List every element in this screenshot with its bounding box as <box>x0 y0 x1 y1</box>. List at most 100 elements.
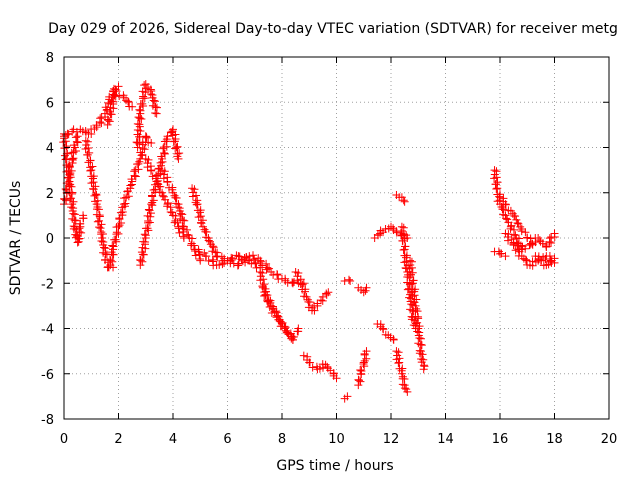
data-point <box>399 196 408 205</box>
data-point <box>406 270 415 279</box>
data-point <box>146 166 155 175</box>
data-point <box>492 184 501 193</box>
data-point <box>104 116 113 125</box>
data-point <box>133 138 142 147</box>
data-point <box>288 335 297 344</box>
data-point <box>175 149 184 158</box>
data-point <box>146 212 155 221</box>
data-point <box>362 354 371 363</box>
data-point <box>88 162 97 171</box>
data-point <box>265 264 274 273</box>
data-point <box>137 248 146 257</box>
data-point <box>190 185 199 194</box>
data-point <box>62 196 71 205</box>
data-point <box>504 236 513 245</box>
series-arc-30 <box>501 229 559 270</box>
data-point <box>294 324 303 333</box>
data-point <box>112 87 121 96</box>
data-point <box>258 261 267 270</box>
data-point <box>163 202 172 211</box>
data-point <box>249 251 258 260</box>
data-point <box>501 252 510 261</box>
data-point <box>160 149 169 158</box>
data-point <box>516 222 525 231</box>
data-point <box>400 258 409 267</box>
data-point <box>106 255 115 264</box>
data-point <box>61 184 70 193</box>
data-point <box>149 186 158 195</box>
y-axis-label: SDTVAR / TECUs <box>8 181 24 296</box>
y-tick-label: -6 <box>41 368 54 383</box>
data-point <box>114 82 123 91</box>
x-tick-label: 18 <box>546 432 563 447</box>
data-point <box>124 192 133 201</box>
data-point <box>141 88 150 97</box>
data-point <box>116 208 125 217</box>
chart-title: Day 029 of 2026, Sidereal Day-to-day VTE… <box>48 21 618 37</box>
x-axis-label: GPS time / hours <box>276 458 393 474</box>
data-point <box>141 132 150 141</box>
data-point <box>79 211 88 220</box>
data-point <box>299 351 308 360</box>
data-point <box>136 255 145 264</box>
data-point <box>106 256 115 265</box>
data-point <box>273 311 282 320</box>
series-arc-4 <box>81 136 118 272</box>
data-point <box>418 350 427 359</box>
data-point <box>212 252 221 261</box>
data-point <box>126 181 135 190</box>
data-point <box>108 241 117 250</box>
data-point <box>90 191 99 200</box>
data-point <box>134 113 143 122</box>
data-point <box>97 230 106 239</box>
data-point <box>195 250 204 259</box>
data-point <box>100 109 109 118</box>
data-point <box>71 146 80 155</box>
data-point <box>152 109 161 118</box>
data-point <box>506 224 515 233</box>
data-point <box>196 218 205 227</box>
data-point <box>260 280 269 289</box>
data-point <box>259 275 268 284</box>
data-point <box>84 158 93 167</box>
series-arc-5 <box>103 86 137 129</box>
y-tick-label: 4 <box>46 142 54 157</box>
data-point <box>362 347 371 356</box>
data-point <box>201 227 210 236</box>
data-point <box>128 102 137 111</box>
data-point <box>144 205 153 214</box>
data-point <box>419 365 428 374</box>
data-point <box>147 138 156 147</box>
data-point <box>95 223 104 232</box>
data-point <box>208 255 217 264</box>
data-point <box>110 235 119 244</box>
data-point <box>164 199 173 208</box>
data-point <box>522 256 531 265</box>
data-point <box>215 260 224 269</box>
data-point <box>69 209 78 218</box>
data-point <box>513 241 522 250</box>
data-point <box>171 216 180 225</box>
data-point <box>410 298 419 307</box>
data-point <box>140 81 149 90</box>
data-point <box>144 155 153 164</box>
data-point <box>317 296 326 305</box>
axes-layer: 0 2 4 6 8 10 12 14 16 18 20 -8 -6 -4 -2 0 2 4 6 8 <box>41 51 617 447</box>
data-point <box>115 92 124 101</box>
data-point <box>86 166 95 175</box>
data-point <box>73 232 82 241</box>
data-point <box>67 203 76 212</box>
data-point <box>100 243 109 252</box>
data-point <box>120 194 129 203</box>
data-point <box>155 182 164 191</box>
data-point <box>132 138 141 147</box>
data-point <box>313 299 322 308</box>
series-arc-31 <box>509 229 559 254</box>
x-tick-label: 20 <box>601 432 618 447</box>
data-point <box>394 348 403 357</box>
data-point <box>142 133 151 142</box>
data-point <box>545 234 554 243</box>
x-tick-label: 14 <box>437 432 454 447</box>
data-point <box>517 227 526 236</box>
data-point <box>359 288 368 297</box>
